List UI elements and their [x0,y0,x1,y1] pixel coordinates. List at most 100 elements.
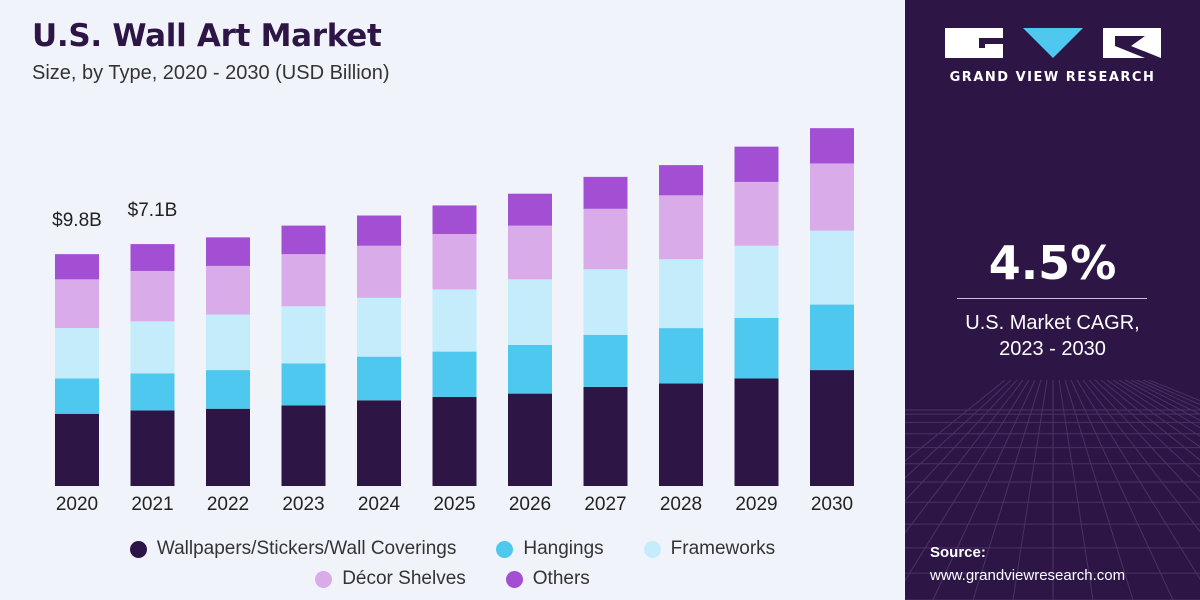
x-tick-label-2022: 2022 [207,494,249,515]
x-tick-label-2021: 2021 [131,494,173,515]
grid-line-radial [1094,380,1200,478]
data-label-2020: $9.8B [52,210,102,231]
bar-segment-2029-hangings [734,318,779,379]
bar-segment-2021-hangings [130,373,175,411]
bar-segment-2021-wallpapers-stickers-wall-coverings [130,410,175,486]
bar-segment-2020-frameworks [55,328,99,379]
cagr-divider [957,298,1147,299]
x-tick-label-2025: 2025 [433,494,475,515]
stacked-bar-chart: 2020 2021 2022 2023 2024 2025 2026 2027 2028 2029… [52,128,854,515]
legend-swatch-decor-shelves [315,570,333,588]
bar-segment-2025-hangings [432,351,477,397]
legend-label-decor-shelves: Décor Shelves [342,568,466,589]
legend-swatch-wallpapers [129,540,147,558]
bar-segment-2022-wallpapers-stickers-wall-coverings [206,408,250,486]
legend: Wallpapers/Stickers/Wall Coverings Hangi… [0,534,905,594]
cagr-label-line-2: 2023 - 2030 [999,338,1106,360]
bar-segment-2026-others [508,193,552,226]
x-tick-label-2024: 2024 [358,494,401,515]
x-tick-label-2029: 2029 [735,494,777,515]
cagr-label: U.S. Market CAGR, 2023 - 2030 [905,310,1200,362]
legend-item-decor-shelves: Décor Shelves [315,568,466,590]
bar-segment-2025-frameworks [432,289,477,352]
cagr-label-line-1: U.S. Market CAGR, [965,312,1140,334]
bar-segment-2030-hangings [810,304,854,371]
bar-segment-2022-others [206,237,250,266]
bar-segment-2028-frameworks [659,259,703,329]
bar-segment-2020-others [55,254,99,280]
legend-label-frameworks: Frameworks [670,538,776,559]
x-tick-label-2026: 2026 [509,494,551,515]
bar-segment-2022-hangings [206,370,250,409]
bar-segment-2024-d-cor-shelves [357,245,401,298]
legend-label-hangings: Hangings [523,538,604,559]
legend-swatch-frameworks [643,540,661,558]
bar-segment-2029-d-cor-shelves [734,181,779,246]
data-label-2021: $7.1B [128,200,178,221]
legend-row-2: Décor Shelves Others [0,564,905,594]
legend-swatch-others [505,570,523,588]
bar-segment-2026-wallpapers-stickers-wall-coverings [508,393,552,486]
bar-segment-2021-frameworks [130,321,175,374]
legend-item-others: Others [505,568,590,590]
legend-item-wallpapers: Wallpapers/Stickers/Wall Coverings [129,538,457,560]
grid-line-radial [905,380,1030,582]
legend-row-1: Wallpapers/Stickers/Wall Coverings Hangi… [0,534,905,564]
bar-segment-2020-wallpapers-stickers-wall-coverings [55,413,99,486]
bar-segment-2022-frameworks [206,314,250,371]
bar-segment-2025-wallpapers-stickers-wall-coverings [432,396,477,486]
bar-segment-2030-d-cor-shelves [810,163,854,231]
grid-line-radial [905,380,1018,502]
grid-line-radial [1064,380,1134,600]
bar-segment-2023-wallpapers-stickers-wall-coverings [281,405,326,486]
bar-segment-2029-frameworks [734,245,779,318]
bar-segment-2027-hangings [583,334,628,387]
bar-segment-2030-frameworks [810,230,854,305]
perspective-grid-decoration [905,380,1200,600]
bar-segment-2023-hangings [281,363,326,406]
grid-line-radial [905,380,1024,534]
legend-swatch-hangings [496,540,514,558]
bar-segment-2027-frameworks [583,269,628,335]
bar-segment-2024-hangings [357,356,401,401]
grid-line-radial [1082,380,1200,533]
bar-segment-2027-wallpapers-stickers-wall-coverings [583,386,628,486]
grid-line-radial [1124,380,1200,422]
bar-segment-2030-wallpapers-stickers-wall-coverings [810,370,854,486]
x-tick-label-2027: 2027 [584,494,626,515]
bar-segment-2028-hangings [659,328,703,384]
grid-line-radial [1076,380,1200,580]
source-link[interactable]: www.grandviewresearch.com [930,567,1126,584]
chart-title: U.S. Wall Art Market [32,18,382,54]
grid-line-radial [905,380,1012,479]
sidebar-panel: GRAND VIEW RESEARCH 4.5% U.S. Market CAG… [905,0,1200,600]
x-tick-label-2020: 2020 [56,494,98,515]
grid-line-radial [1012,380,1048,600]
bar-segment-2025-d-cor-shelves [432,234,477,290]
grid-line-radial [1106,380,1200,448]
bar-segment-2022-d-cor-shelves [206,265,250,315]
legend-label-wallpapers: Wallpapers/Stickers/Wall Coverings [156,538,457,559]
bar-segment-2028-wallpapers-stickers-wall-coverings [659,383,703,486]
x-tick-label-2028: 2028 [660,494,702,515]
x-tick-label-2023: 2023 [282,494,324,515]
source-title: Source: [930,544,986,561]
bar-segment-2028-d-cor-shelves [659,195,703,260]
grid-line-radial [972,380,1042,600]
grid-line-radial [932,380,1036,600]
grid-line-radial [1058,380,1094,600]
grid-line-radial [1100,380,1200,461]
legend-item-frameworks: Frameworks [643,538,776,560]
bar-segment-2026-d-cor-shelves [508,225,552,280]
bar-segment-2030-others [810,128,854,164]
bar-segment-2023-others [281,225,326,255]
bar-segment-2020-hangings [55,378,99,414]
grid-line-radial [1112,380,1200,437]
x-tick-label-2030: 2030 [811,494,853,515]
grid-line-radial [1088,380,1200,501]
bar-segment-2025-others [432,205,477,234]
chart-subtitle: Size, by Type, 2020 - 2030 (USD Billion) [32,62,390,84]
bar-segment-2023-frameworks [281,306,326,364]
bar-segment-2024-wallpapers-stickers-wall-coverings [357,400,401,486]
bar-segment-2026-frameworks [508,279,552,345]
